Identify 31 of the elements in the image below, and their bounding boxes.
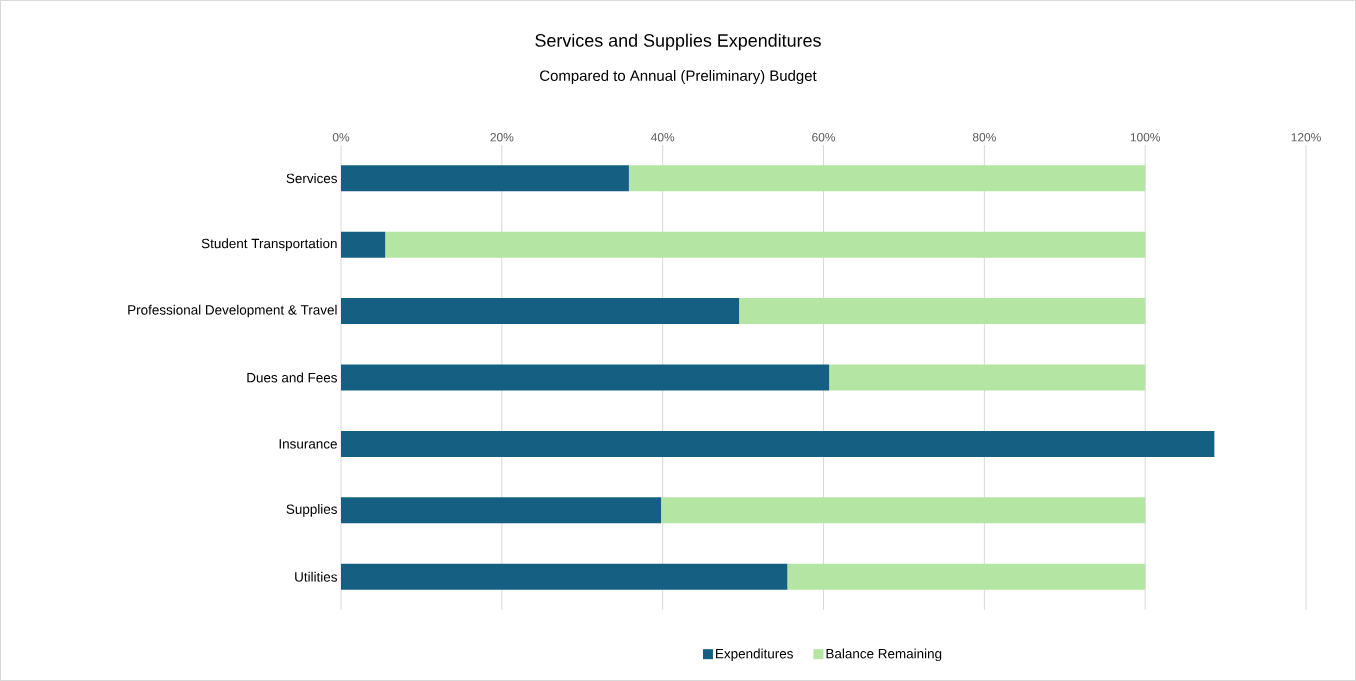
x-tick-label: 100% [1130, 133, 1161, 142]
y-tick-label: Insurance [279, 439, 337, 449]
bar [341, 231, 386, 258]
bar [661, 497, 1146, 524]
x-tick-label: 80% [972, 133, 996, 142]
y-tick-label: Supplies [286, 504, 337, 517]
y-tick-label: Dues and Fees [247, 372, 337, 383]
bar [341, 563, 788, 590]
chart-subtitle: Compared to Annual (Preliminary) Budget [540, 70, 817, 84]
bar [341, 497, 662, 524]
x-tick-label: 0% [332, 133, 350, 142]
x-tick-label: 20% [490, 133, 514, 142]
bar [787, 563, 1146, 590]
legend-label: Balance Remaining [826, 648, 942, 662]
x-tick-label: 40% [651, 133, 675, 142]
x-tick-label: 120% [1291, 133, 1321, 142]
bar [341, 430, 1215, 457]
bar [341, 298, 740, 325]
bar [341, 364, 830, 391]
bar [628, 165, 1146, 192]
y-tick-label: Student Transportation [201, 238, 337, 251]
bar [829, 364, 1146, 391]
y-tick-label: Professional Development & Travel [128, 304, 337, 318]
bar [385, 231, 1146, 258]
x-tick-label: 60% [812, 133, 836, 142]
y-tick-label: Services [286, 173, 337, 184]
legend-label: Expenditures [716, 648, 793, 662]
bar [739, 298, 1146, 325]
y-tick-label: Utilities [295, 571, 337, 582]
chart-title: Services and Supplies Expenditures [535, 33, 821, 51]
bar [341, 165, 629, 192]
